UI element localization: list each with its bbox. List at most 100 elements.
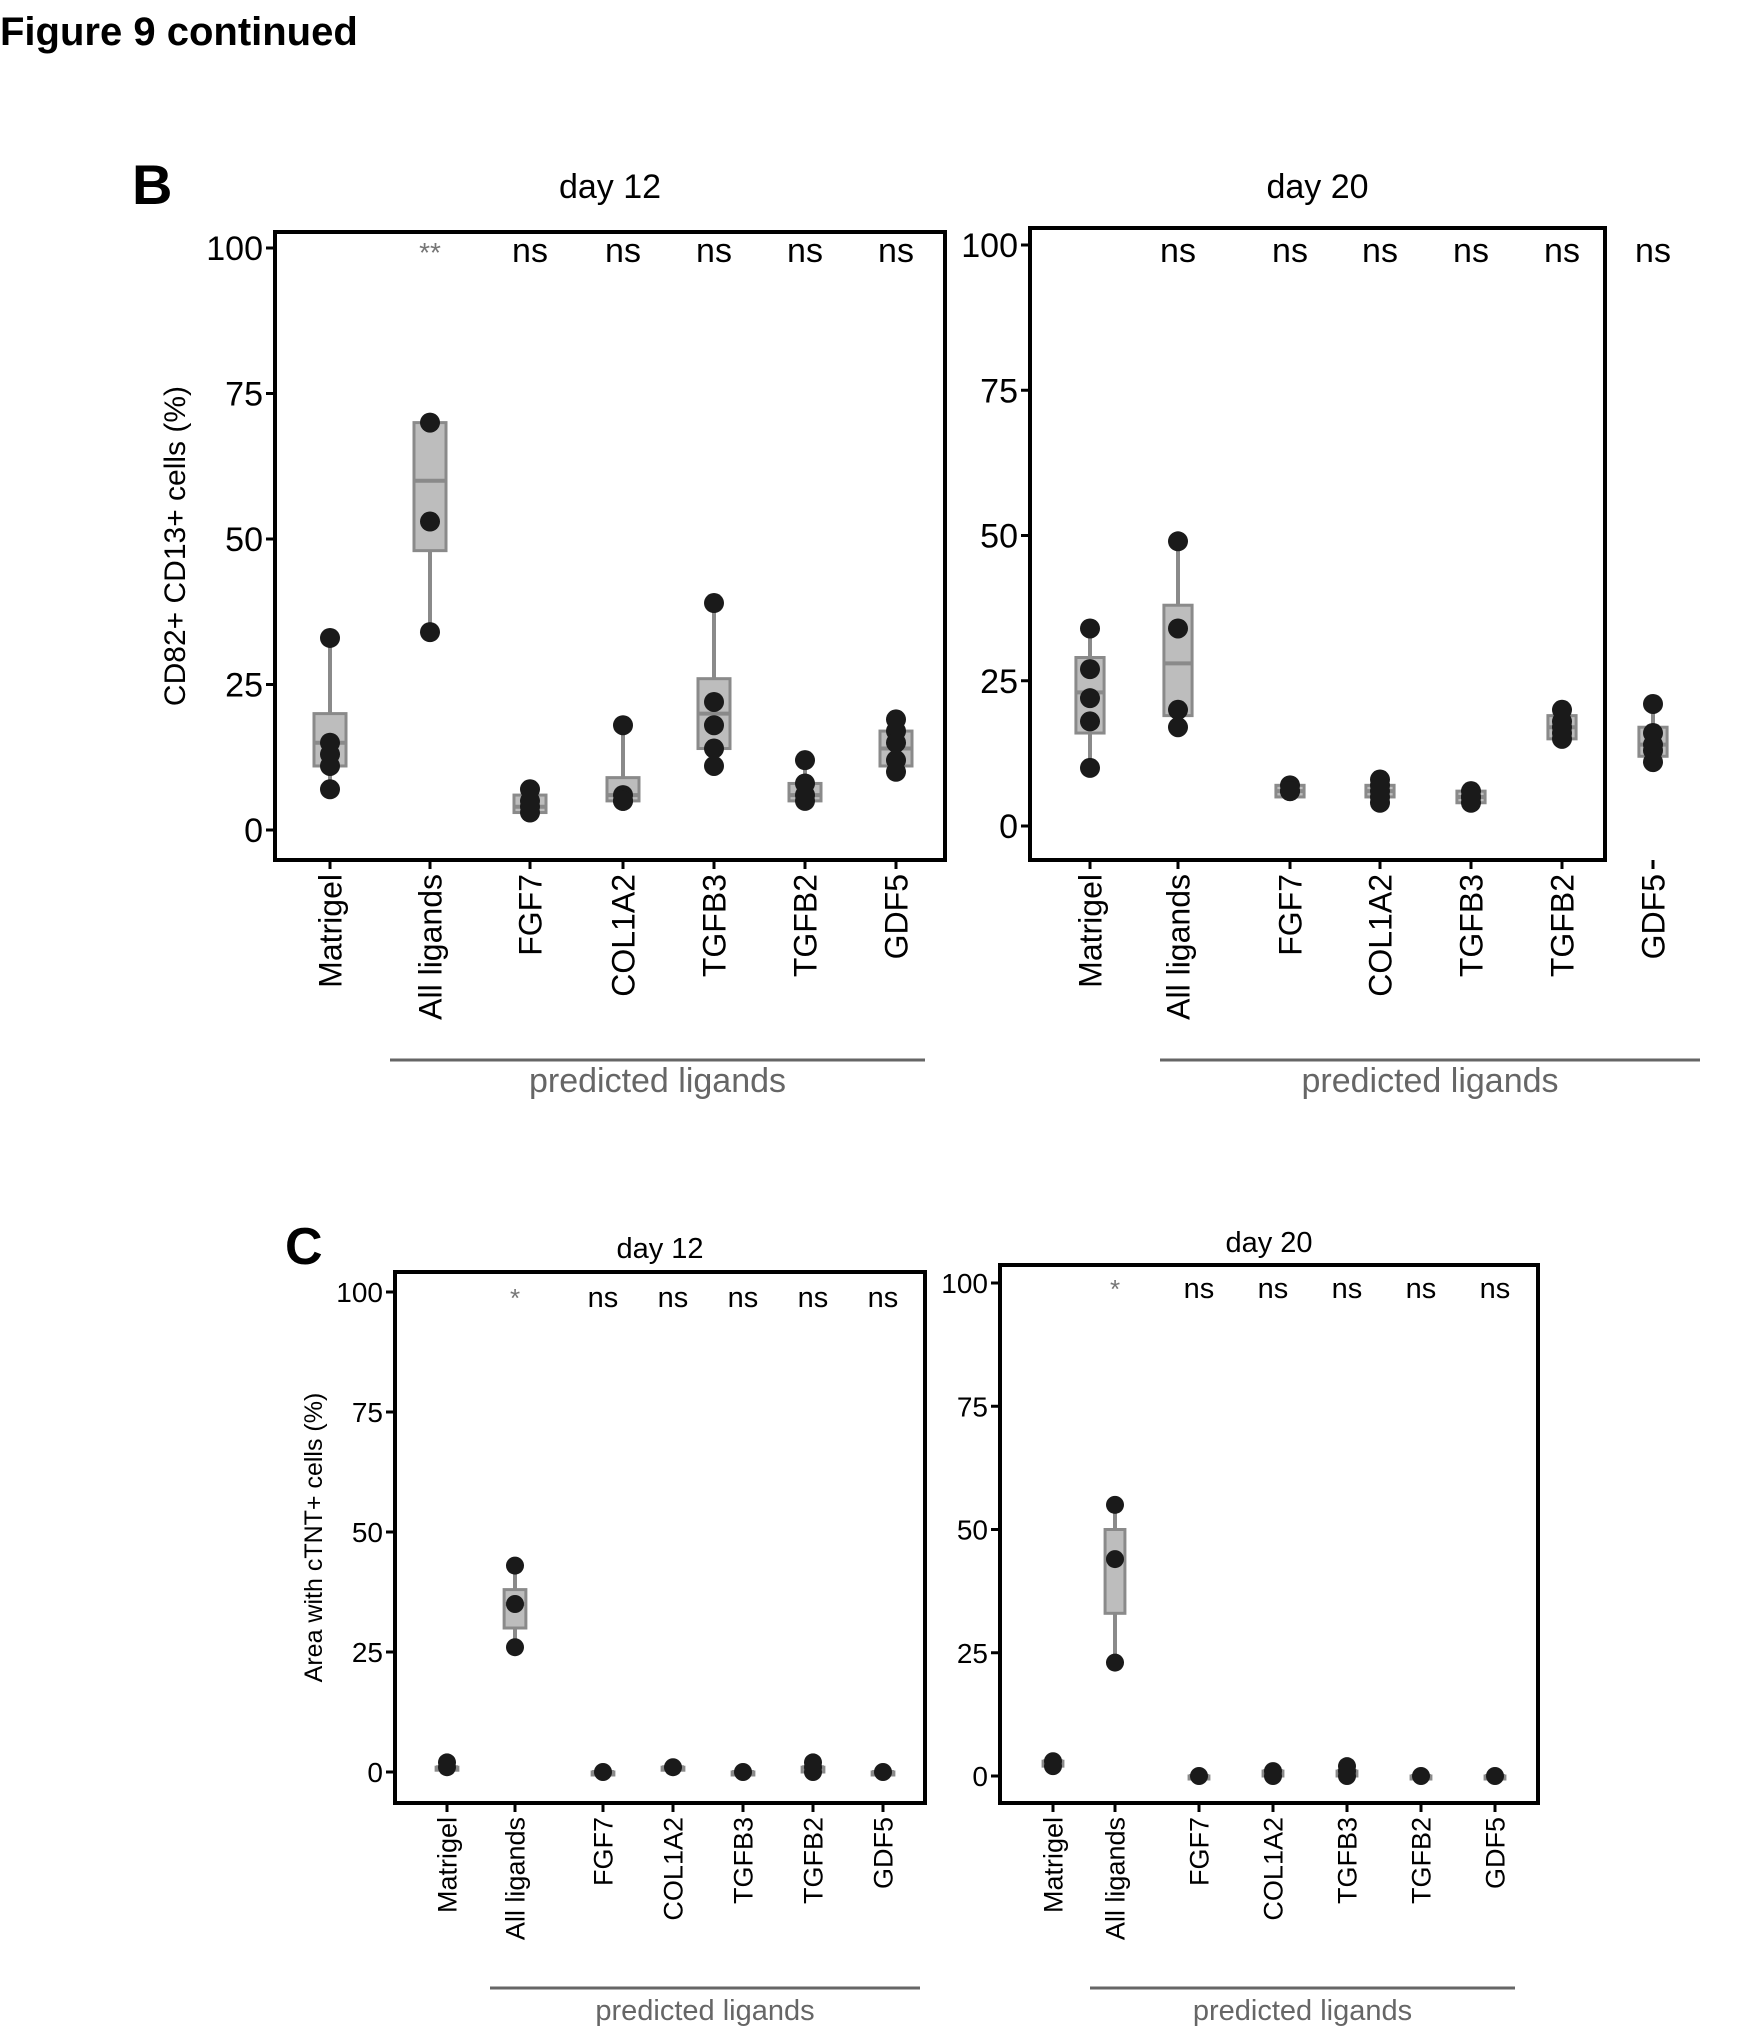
panel-1-data-point — [420, 511, 440, 532]
panel-1-significance-label: ns — [878, 232, 914, 270]
panel-2-title: day 20 — [1266, 168, 1368, 206]
panel-4-x-tick-label: GDF5 — [1481, 1817, 1511, 1889]
panel-1-data-point — [704, 593, 724, 614]
panel-3-data-point — [594, 1763, 612, 1781]
panel-1-y-tick-label: 0 — [244, 812, 263, 850]
panel-1-data-point — [320, 755, 340, 776]
panel-1-data-point — [320, 627, 340, 648]
panel-1-x-tick-label: COL1A2 — [606, 874, 642, 997]
panel-2-data-point — [1168, 717, 1188, 738]
panel-2-x-tick-label: FGF7 — [1273, 874, 1309, 956]
panel-4-y-tick-label: 0 — [972, 1761, 988, 1792]
panel-4-data-point — [1044, 1757, 1062, 1776]
panel-1-significance-label: ns — [512, 232, 548, 270]
panel-3-y-tick-label: 75 — [352, 1397, 383, 1428]
panel-1-x-tick-label: FGF7 — [513, 874, 549, 956]
panel-1-x-tick-label: TGFB3 — [697, 874, 733, 977]
panel-4-x-tick-label: Matrigel — [1039, 1817, 1069, 1913]
panel-2-y-tick-label: 50 — [980, 518, 1018, 556]
panel-1-y-tick-label: 50 — [225, 521, 263, 559]
panel-3-x-tick-label: GDF5 — [869, 1817, 899, 1889]
panel-1-data-point — [320, 779, 340, 800]
panel-2-data-point — [1643, 752, 1663, 773]
panel-4-data-point — [1412, 1767, 1430, 1785]
panel-3-data-point — [734, 1763, 752, 1781]
panel-2-data-point — [1168, 531, 1188, 552]
panel-1-significance-label: ** — [419, 237, 441, 268]
panel-1-y-tick-label: 75 — [225, 376, 263, 414]
panel-2-x-tick-label: All ligands — [1161, 874, 1197, 1020]
panel-3-group-label: predicted ligands — [595, 1995, 814, 2027]
panel-2-significance-label: ns — [1453, 232, 1489, 270]
panel-1-significance-label: ns — [787, 232, 823, 270]
panel-2-group-label: predicted ligands — [1301, 1062, 1558, 1100]
panel-2-data-point — [1080, 618, 1100, 639]
panel-4-data-point — [1190, 1767, 1208, 1785]
panel-1-x-tick-label: Matrigel — [313, 874, 349, 988]
panel-4-group-label: predicted ligands — [1193, 1995, 1412, 2027]
panel-1-data-point — [704, 715, 724, 736]
panel-3-significance-label: ns — [588, 1282, 619, 1314]
panel-2-y-tick-label: 25 — [980, 663, 1018, 701]
panel-1-significance-label: ns — [696, 232, 732, 270]
panel-1-y-tick-label: 25 — [225, 667, 263, 705]
panel-2-data-point — [1168, 699, 1188, 720]
panel-4-data-point — [1106, 1495, 1124, 1514]
panel-4-x-tick-label: COL1A2 — [1259, 1817, 1289, 1921]
panel-4-significance-label: ns — [1480, 1273, 1511, 1305]
panel-2-data-point — [1080, 659, 1100, 680]
panel-3-panel-letter: C — [285, 1218, 323, 1276]
panel-1-data-point — [704, 691, 724, 712]
panel-1-panel-letter: B — [132, 153, 172, 216]
panel-3-title: day 12 — [616, 1233, 703, 1265]
panel-2-data-point — [1280, 781, 1300, 802]
panel-3-y-axis-label: Area with cTNT+ cells (%) — [300, 1393, 328, 1683]
panel-2-data-point — [1643, 693, 1663, 714]
panel-2-x-tick-label: COL1A2 — [1363, 874, 1399, 997]
panel-2-x-tick-label: GDF5 — [1636, 874, 1672, 959]
panel-4-significance-label: * — [1110, 1274, 1120, 1304]
panel-4-x-tick-label: TGFB3 — [1333, 1817, 1363, 1904]
panel-4-y-tick-label: 100 — [941, 1268, 988, 1299]
panel-3-data-point — [506, 1638, 524, 1657]
panel-3-x-tick-label: Matrigel — [433, 1817, 463, 1913]
panel-3-data-point — [506, 1556, 524, 1575]
panel-4-significance-label: ns — [1184, 1273, 1215, 1305]
panel-4-y-tick-label: 50 — [957, 1515, 988, 1546]
panel-4-x-tick-label: FGF7 — [1185, 1817, 1215, 1886]
panel-1-x-tick-label: GDF5 — [879, 874, 915, 959]
panel-3-significance-label: * — [510, 1283, 520, 1313]
panel-2-significance-label: ns — [1362, 232, 1398, 270]
panel-2-plot-frame — [1028, 226, 1607, 862]
panel-1-data-point — [420, 412, 440, 433]
panel-2-significance-label: ns — [1160, 232, 1196, 270]
panel-1-y-axis-label: CD82+ CD13+ cells (%) — [159, 386, 192, 706]
panel-1-data-point — [613, 790, 633, 811]
panel-1-data-point — [795, 750, 815, 771]
panel-4-significance-label: ns — [1258, 1273, 1289, 1305]
figure-title: Figure 9 continued — [0, 10, 358, 54]
panel-4-title: day 20 — [1225, 1227, 1312, 1259]
panel-1-data-point — [704, 755, 724, 776]
panel-2-significance-label: ns — [1635, 232, 1671, 270]
panel-2-x-tick-label: Matrigel — [1073, 874, 1109, 988]
panel-4-data-point — [1106, 1550, 1124, 1569]
panel-2-y-tick-label: 100 — [961, 227, 1018, 265]
panel-3-x-tick-label: FGF7 — [589, 1817, 619, 1886]
panel-2-x-tick-label: TGFB2 — [1545, 874, 1581, 977]
panel-2-data-point — [1080, 757, 1100, 778]
panel-3-data-point — [506, 1595, 524, 1613]
panel-1-data-point — [795, 790, 815, 811]
panel-2-x-tick-label: TGFB3 — [1454, 874, 1490, 977]
panel-1-data-point — [704, 738, 724, 759]
panel-1-data-point — [613, 715, 633, 736]
panel-1-data-point — [420, 622, 440, 643]
panel-3-significance-label: ns — [798, 1282, 829, 1314]
panel-2-y-tick-label: 0 — [999, 808, 1018, 846]
panel-4-data-point — [1338, 1767, 1356, 1785]
panel-3-data-point — [438, 1758, 456, 1777]
panel-4-significance-label: ns — [1332, 1273, 1363, 1305]
panel-2-y-tick-label: 75 — [980, 372, 1018, 410]
panel-3-data-point — [874, 1763, 892, 1781]
